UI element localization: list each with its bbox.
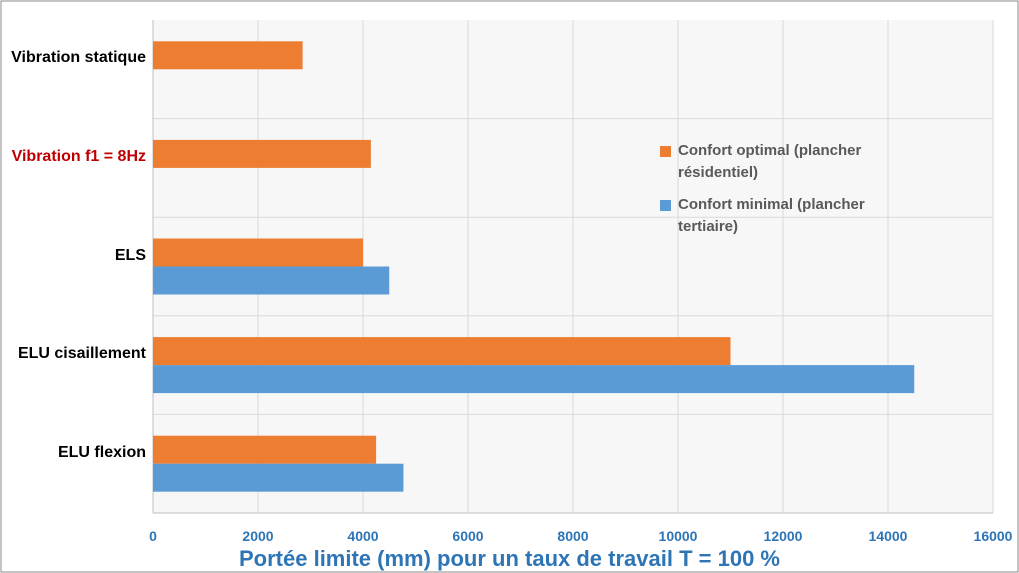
x-tick-label: 6000 <box>452 528 483 544</box>
y-tick-label: Vibration statique <box>11 49 146 67</box>
legend-swatch <box>660 146 671 157</box>
bar <box>153 41 303 70</box>
x-tick-label: 10000 <box>659 528 698 544</box>
legend-swatch <box>660 200 671 211</box>
y-tick-label: Vibration f1 = 8Hz <box>11 147 146 165</box>
legend-entry: Confort minimal (plancher tertiaire) <box>660 194 928 238</box>
x-axis-label: Portée limite (mm) pour un taux de trava… <box>239 546 780 571</box>
bar <box>153 139 371 168</box>
bar <box>153 238 363 267</box>
bar <box>153 365 915 394</box>
x-tick-label: 0 <box>149 528 157 544</box>
legend-entry: Confort optimal (plancher résidentiel) <box>660 140 928 184</box>
bar <box>153 435 377 464</box>
x-tick-label: 2000 <box>242 528 273 544</box>
y-tick-label: ELU cisaillement <box>17 345 146 363</box>
x-tick-label: 16000 <box>974 528 1013 544</box>
bar <box>153 463 404 492</box>
bar <box>153 266 390 295</box>
x-tick-label: 14000 <box>869 528 908 544</box>
x-tick-label: 4000 <box>347 528 378 544</box>
x-tick-label: 8000 <box>557 528 588 544</box>
bar <box>153 337 731 366</box>
y-tick-label: ELU flexion <box>57 443 146 461</box>
y-tick-label: ELS <box>114 246 146 264</box>
x-tick-label: 12000 <box>764 528 803 544</box>
